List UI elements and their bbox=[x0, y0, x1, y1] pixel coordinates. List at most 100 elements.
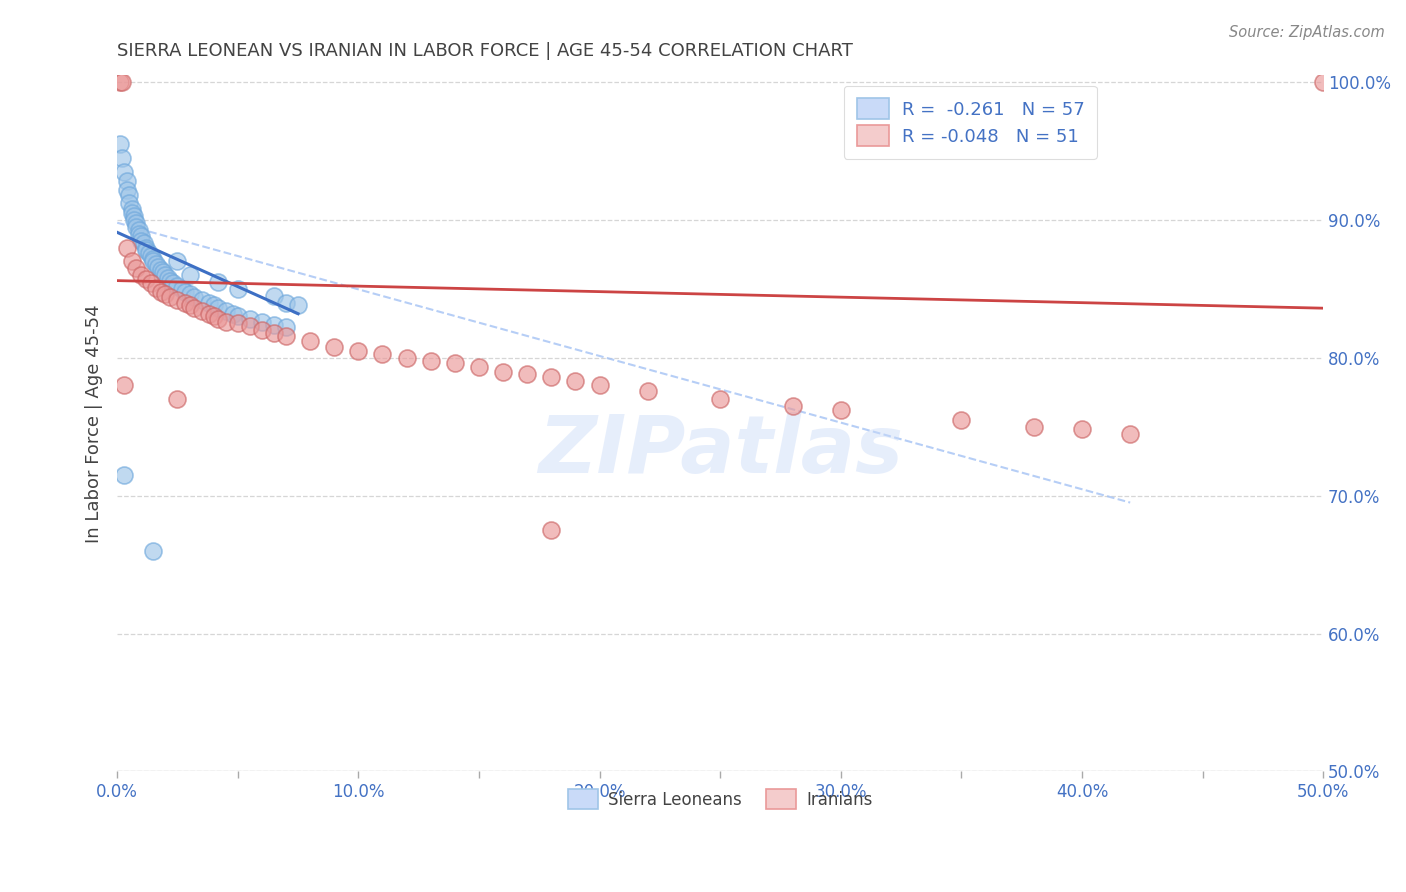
Point bbox=[122, 209, 145, 223]
Point bbox=[226, 310, 249, 324]
Point bbox=[226, 316, 249, 330]
Point bbox=[1312, 75, 1334, 89]
Point bbox=[492, 365, 515, 379]
Point bbox=[173, 285, 195, 299]
Point bbox=[198, 295, 221, 310]
Point bbox=[215, 304, 238, 318]
Point bbox=[112, 467, 135, 482]
Point bbox=[115, 240, 138, 254]
Point bbox=[516, 368, 538, 382]
Point bbox=[152, 265, 174, 279]
Point bbox=[111, 75, 134, 89]
Point bbox=[215, 315, 238, 329]
Point bbox=[131, 229, 153, 244]
Point bbox=[540, 523, 562, 537]
Point bbox=[1022, 419, 1045, 434]
Point bbox=[588, 378, 610, 392]
Point bbox=[239, 312, 262, 326]
Text: SIERRA LEONEAN VS IRANIAN IN LABOR FORCE | AGE 45-54 CORRELATION CHART: SIERRA LEONEAN VS IRANIAN IN LABOR FORCE… bbox=[117, 42, 853, 60]
Point bbox=[419, 353, 441, 368]
Point bbox=[299, 334, 322, 349]
Point bbox=[830, 403, 852, 417]
Point bbox=[207, 312, 229, 326]
Point bbox=[149, 285, 172, 299]
Point bbox=[121, 206, 143, 220]
Point bbox=[142, 252, 165, 266]
Point bbox=[287, 298, 309, 312]
Point bbox=[202, 310, 225, 324]
Point bbox=[1119, 426, 1142, 441]
Point bbox=[139, 249, 162, 263]
Point bbox=[183, 290, 205, 304]
Point bbox=[148, 260, 170, 274]
Point bbox=[115, 174, 138, 188]
Point bbox=[118, 188, 141, 202]
Point bbox=[263, 326, 285, 340]
Point bbox=[132, 236, 155, 251]
Point bbox=[156, 270, 179, 285]
Point bbox=[122, 213, 145, 227]
Point bbox=[111, 151, 134, 165]
Point bbox=[226, 282, 249, 296]
Point bbox=[179, 268, 201, 282]
Point bbox=[444, 356, 467, 370]
Point bbox=[323, 340, 346, 354]
Point bbox=[190, 304, 212, 318]
Point bbox=[166, 254, 188, 268]
Point bbox=[162, 277, 184, 291]
Point bbox=[139, 277, 162, 291]
Point bbox=[145, 257, 167, 271]
Text: ZIPatlas: ZIPatlas bbox=[537, 412, 903, 490]
Point bbox=[166, 279, 188, 293]
Point bbox=[172, 282, 194, 296]
Point bbox=[263, 318, 285, 332]
Point bbox=[112, 378, 135, 392]
Point bbox=[198, 307, 221, 321]
Point bbox=[239, 319, 262, 334]
Point bbox=[263, 289, 285, 303]
Point bbox=[202, 298, 225, 312]
Point bbox=[112, 164, 135, 178]
Point bbox=[131, 268, 153, 282]
Point bbox=[1071, 422, 1094, 436]
Point bbox=[145, 280, 167, 294]
Point bbox=[135, 240, 157, 254]
Point bbox=[159, 290, 181, 304]
Point bbox=[183, 301, 205, 315]
Point bbox=[207, 301, 229, 315]
Point bbox=[142, 543, 165, 558]
Point bbox=[108, 75, 131, 89]
Point bbox=[142, 254, 165, 268]
Point bbox=[274, 328, 297, 343]
Point bbox=[347, 343, 370, 358]
Point bbox=[115, 183, 138, 197]
Point bbox=[274, 295, 297, 310]
Point bbox=[179, 298, 201, 312]
Point bbox=[950, 413, 973, 427]
Point bbox=[125, 219, 148, 234]
Point bbox=[166, 293, 188, 307]
Point bbox=[135, 244, 157, 258]
Point bbox=[131, 234, 153, 248]
Point bbox=[250, 315, 273, 329]
Point bbox=[149, 262, 172, 277]
Point bbox=[155, 287, 177, 301]
Point bbox=[159, 274, 181, 288]
Point bbox=[782, 399, 804, 413]
Point bbox=[540, 370, 562, 384]
Y-axis label: In Labor Force | Age 45-54: In Labor Force | Age 45-54 bbox=[86, 304, 103, 542]
Point bbox=[173, 295, 195, 310]
Point bbox=[250, 323, 273, 337]
Text: Source: ZipAtlas.com: Source: ZipAtlas.com bbox=[1229, 25, 1385, 40]
Legend: Sierra Leoneans, Iranians: Sierra Leoneans, Iranians bbox=[561, 782, 879, 815]
Point bbox=[128, 227, 150, 241]
Point bbox=[155, 268, 177, 282]
Point bbox=[121, 254, 143, 268]
Point bbox=[190, 293, 212, 307]
Point bbox=[125, 261, 148, 276]
Point bbox=[179, 287, 201, 301]
Point bbox=[135, 272, 157, 286]
Point bbox=[468, 360, 491, 375]
Point bbox=[121, 202, 143, 216]
Point bbox=[274, 320, 297, 334]
